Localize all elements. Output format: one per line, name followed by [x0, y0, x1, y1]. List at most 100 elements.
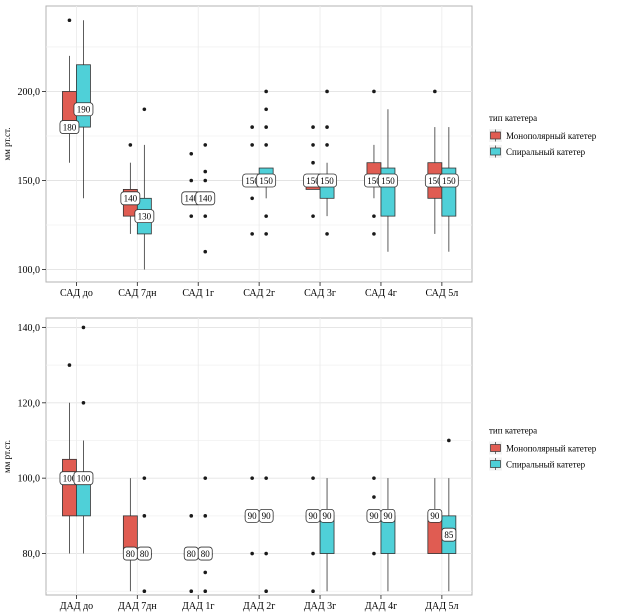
- outlier-point: [142, 107, 147, 112]
- x-tick-label: ДАД 3г: [304, 601, 336, 612]
- median-label-box: [120, 191, 141, 206]
- outlier-point: [311, 551, 315, 556]
- x-tick-label: ДАД 1г: [182, 601, 214, 612]
- legend-key-box: [490, 460, 501, 468]
- legend-title: тип катетера: [489, 113, 537, 123]
- outlier-point: [81, 400, 86, 405]
- outlier-point: [203, 214, 208, 218]
- x-tick-label: ДАД до: [60, 601, 93, 612]
- outlier-point: [325, 125, 329, 129]
- outlier-point: [250, 232, 254, 236]
- median-label-box: [441, 527, 457, 542]
- outlier-point: [372, 476, 376, 480]
- outlier-point: [311, 125, 315, 129]
- median-label-box: [378, 173, 398, 188]
- median-label: 150: [317, 173, 337, 188]
- median-label-text: 150: [245, 176, 259, 186]
- median-label-box: [380, 508, 396, 523]
- outlier-point: [203, 476, 208, 480]
- median-label-box: [59, 120, 80, 134]
- outlier-point: [250, 551, 254, 556]
- outlier-point: [142, 476, 147, 480]
- median-label-text: 130: [138, 211, 152, 221]
- median-label: 90: [427, 508, 443, 523]
- outlier-point: [264, 551, 268, 556]
- median-label: 180: [59, 120, 80, 134]
- median-label-box: [438, 173, 459, 188]
- outlier-point: [250, 143, 254, 147]
- median-label-text: 100: [77, 473, 91, 483]
- outlier-point: [67, 18, 72, 23]
- median-label-box: [317, 173, 337, 188]
- outlier-point: [81, 325, 86, 330]
- median-label-text: 190: [77, 105, 91, 115]
- x-tick-label: САД до: [60, 288, 93, 299]
- median-label-box: [197, 546, 213, 561]
- median-label-text: 140: [185, 194, 199, 204]
- outlier-point: [372, 232, 376, 236]
- outlier-point: [372, 551, 376, 556]
- median-label-text: 80: [201, 549, 211, 559]
- y-tick-label: 80,0: [23, 549, 41, 560]
- outlier-point: [142, 514, 147, 518]
- legend-key-box: [490, 131, 501, 140]
- median-label: 90: [380, 508, 396, 523]
- outlier-point: [372, 495, 376, 499]
- median-label-box: [73, 471, 94, 486]
- legend-key-box: [490, 444, 501, 452]
- legend-item-label: Спиральный катетер: [506, 460, 586, 470]
- median-label-text: 140: [199, 194, 213, 204]
- box: [76, 64, 91, 128]
- outlier-point: [325, 232, 329, 236]
- median-label-box: [73, 102, 94, 117]
- x-tick-label: ДАД 2г: [243, 601, 275, 612]
- median-label: 90: [258, 508, 274, 523]
- outlier-point: [189, 214, 194, 218]
- legend-item-label: Монополярный катетер: [506, 444, 597, 454]
- median-label-box: [195, 191, 216, 206]
- outlier-point: [203, 178, 208, 183]
- median-label: 85: [441, 527, 457, 542]
- median-label-text: 90: [323, 511, 333, 521]
- median-label-text: 90: [248, 511, 258, 521]
- y-tick-label: 100,0: [18, 474, 41, 485]
- legend-item-label: Спиральный катетер: [506, 147, 586, 157]
- median-label-text: 140: [124, 194, 138, 204]
- median-label: 150: [256, 173, 277, 188]
- outlier-point: [433, 89, 437, 94]
- median-label-box: [427, 508, 443, 523]
- median-label-text: 150: [367, 176, 381, 186]
- outlier-point: [67, 363, 72, 367]
- outlier-point: [203, 249, 208, 254]
- legend-item-label: Монополярный катетер: [506, 131, 597, 141]
- outlier-point: [264, 232, 268, 236]
- outlier-point: [203, 169, 208, 174]
- outlier-point: [264, 589, 268, 594]
- outlier-point: [447, 438, 451, 443]
- outlier-point: [372, 89, 376, 94]
- legend: тип катетера Монополярный катетер Спиральн…: [489, 426, 597, 471]
- median-label-text: 80: [126, 549, 136, 559]
- outlier-point: [311, 143, 315, 147]
- median-label: 130: [134, 209, 155, 224]
- x-tick-label: САД 1г: [182, 288, 214, 299]
- outlier-point: [250, 476, 254, 480]
- median-label-box: [256, 173, 277, 188]
- x-tick-label: ДАД 4г: [365, 601, 397, 612]
- y-tick-label: 120,0: [18, 398, 41, 409]
- y-tick-label: 100,0: [18, 265, 41, 276]
- median-label-text: 180: [63, 122, 77, 132]
- median-label: 80: [136, 546, 152, 561]
- median-label-text: 150: [320, 176, 334, 186]
- x-tick-label: САД 4г: [365, 288, 397, 299]
- outlier-point: [311, 589, 315, 594]
- outlier-point: [311, 476, 315, 480]
- median-label: 150: [378, 173, 398, 188]
- median-label: 80: [197, 546, 213, 561]
- outlier-point: [250, 196, 254, 201]
- median-label-text: 85: [444, 530, 454, 540]
- median-label: 140: [195, 191, 216, 206]
- median-label: 100: [73, 471, 94, 486]
- x-tick-label: САД 5л: [425, 288, 458, 299]
